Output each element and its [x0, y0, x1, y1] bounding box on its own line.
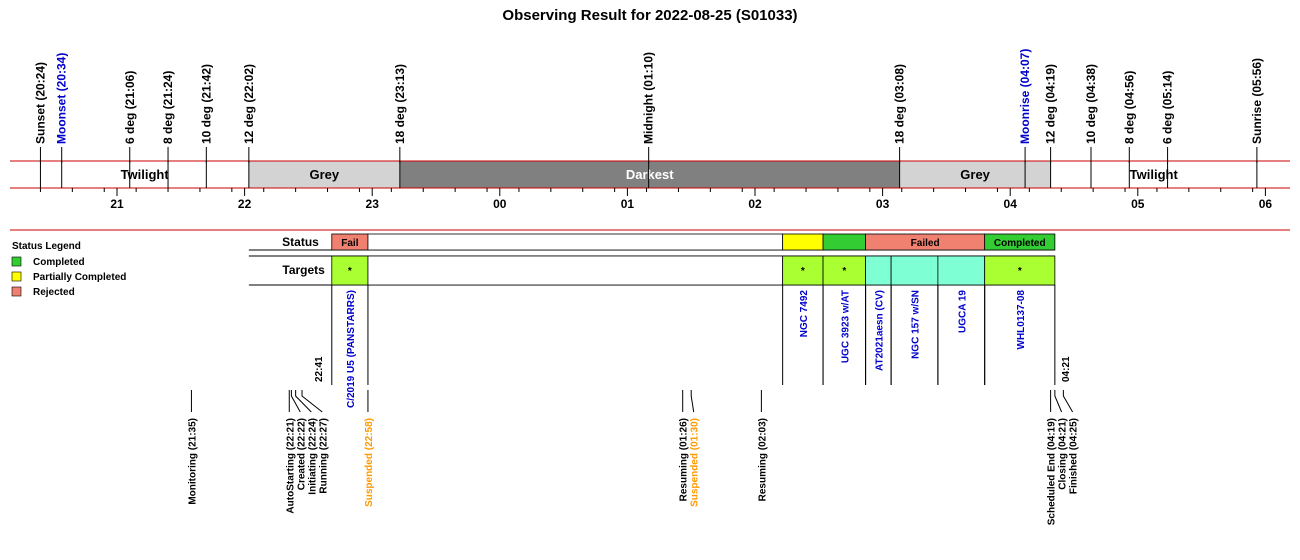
- target-segment: [937, 255, 986, 286]
- process-event-label: Scheduled End (04:19): [1047, 418, 1058, 525]
- target-segment: [890, 255, 939, 286]
- band-darkest: [399, 161, 900, 188]
- event-leader: [301, 390, 323, 413]
- hour-label: 06: [1259, 197, 1273, 211]
- target-segment-marker: *: [842, 266, 846, 277]
- hour-label: 05: [1131, 197, 1145, 211]
- hour-label: 04: [1004, 197, 1018, 211]
- process-event-markers: Monitoring (21:35) AutoStarting (22:21) Cr…: [187, 390, 1080, 525]
- target-name-label: C/2019 U5 (PANSTARRS): [346, 290, 357, 408]
- target-name-label: AT2021aesn (CV): [874, 290, 885, 371]
- process-event-label: AutoStarting (22:21): [285, 418, 296, 514]
- status-row-label: Status: [282, 235, 319, 249]
- event-leader: [1062, 390, 1074, 413]
- chart-title: Observing Result for 2022-08-25 (S01033): [502, 7, 797, 24]
- process-event-label: Suspended (01:30): [690, 418, 701, 507]
- target-segment-marker: *: [801, 266, 805, 277]
- hour-label: 21: [110, 197, 124, 211]
- process-event-label: Created (22:22): [296, 418, 307, 490]
- legend-title: Status Legend: [12, 241, 81, 252]
- hour-label: 01: [621, 197, 635, 211]
- sky-event-label: Moonset (20:34): [55, 53, 69, 144]
- status-segment-label: Failed: [911, 238, 940, 249]
- legend-swatch: [11, 256, 22, 267]
- status-segment: [367, 233, 784, 251]
- hour-label: 00: [493, 197, 507, 211]
- sky-event-label: 12 deg (22:02): [242, 64, 256, 144]
- sky-event-label: 18 deg (23:13): [393, 64, 407, 144]
- process-event-label: Monitoring (21:35): [187, 418, 198, 505]
- status-segment: [782, 233, 824, 251]
- band-twilight: [40, 161, 249, 188]
- target-name-label: UGC 3923 w/AT: [840, 290, 851, 363]
- sky-event-label: 6 deg (05:14): [1161, 71, 1175, 144]
- sky-event-label: 8 deg (21:24): [161, 71, 175, 144]
- target-name-label: WHL0137-08: [1016, 290, 1027, 350]
- target-name-label: NGC 7492: [799, 290, 810, 338]
- process-event-label: Finished (04:25): [1069, 418, 1080, 494]
- process-event-label: Closing (04:21): [1058, 418, 1069, 490]
- process-event-label: Initiating (22:24): [307, 418, 318, 495]
- process-event-label: Running (22:27): [318, 418, 329, 494]
- target-segment: [865, 255, 892, 286]
- process-event-label: Resuming (02:03): [757, 418, 768, 501]
- band-label: Grey: [960, 167, 990, 182]
- status-segment: [822, 233, 866, 251]
- sky-event-label: Sunrise (05:56): [1250, 58, 1264, 144]
- event-leader: [295, 390, 312, 413]
- time-axis: 21 22 23 00 01 02 03 04 05 06: [10, 188, 1290, 231]
- legend-item-label: Completed: [33, 257, 85, 268]
- sky-bands: Twilight Grey Darkest Grey Twilight: [10, 160, 1290, 189]
- sky-event-markers: Sunset (20:24) Moonset (20:34) 6 deg (21:0…: [33, 49, 1264, 188]
- process-event-label: Resuming (01:26): [679, 418, 690, 501]
- status-segment: [984, 233, 1056, 251]
- band-label: Grey: [310, 167, 340, 182]
- sky-event-label: 10 deg (04:38): [1084, 64, 1098, 144]
- band-label: Darkest: [626, 167, 674, 182]
- sky-event-label: Midnight (01:10): [642, 52, 656, 144]
- target-segment: [367, 255, 784, 286]
- process-event-label: Suspended (22:58): [364, 418, 375, 507]
- target-segment-marker: *: [1018, 266, 1022, 277]
- status-legend: Status Legend Completed Partially Complete…: [11, 241, 126, 298]
- legend-swatch: [11, 286, 22, 297]
- segment-time-label: 04:21: [1061, 356, 1072, 382]
- sky-event-label: Sunset (20:24): [33, 62, 47, 144]
- hour-label: 22: [238, 197, 252, 211]
- event-leader: [690, 390, 695, 413]
- sky-event-label: 12 deg (04:19): [1044, 64, 1058, 144]
- hour-label: 03: [876, 197, 890, 211]
- status-segment-label: Completed: [994, 238, 1046, 249]
- target-name-label: UGCA 19: [957, 290, 968, 333]
- targets-row-label: Targets: [282, 263, 325, 277]
- target-segment: [782, 255, 824, 286]
- event-leader: [290, 390, 301, 413]
- legend-item-label: Rejected: [33, 287, 75, 298]
- band-grey: [248, 161, 400, 188]
- band-twilight: [1050, 161, 1257, 188]
- band-label: Twilight: [121, 167, 170, 182]
- target-segment: [984, 255, 1056, 286]
- sky-event-label: 10 deg (21:42): [199, 64, 213, 144]
- sky-event-label: 18 deg (03:08): [893, 64, 907, 144]
- sky-event-label: 8 deg (04:56): [1122, 71, 1136, 144]
- legend-item-label: Partially Completed: [33, 272, 126, 283]
- status-segment-label: Fail: [341, 238, 358, 249]
- target-name-label: NGC 157 w/SN: [911, 290, 922, 359]
- hour-label: 02: [748, 197, 762, 211]
- sky-event-label: Moonrise (04:07): [1018, 49, 1032, 144]
- event-leader: [1054, 390, 1063, 413]
- hour-label: 23: [366, 197, 380, 211]
- segment-time-label: 22:41: [314, 356, 325, 382]
- status-target-rows: Status Targets Fail Failed Completed * C/2019 …: [248, 233, 1072, 408]
- legend-swatch: [11, 271, 22, 282]
- sky-event-label: 6 deg (21:06): [123, 71, 137, 144]
- target-segment-marker: *: [348, 266, 352, 277]
- band-label: Twilight: [1130, 167, 1179, 182]
- target-segment: [822, 255, 866, 286]
